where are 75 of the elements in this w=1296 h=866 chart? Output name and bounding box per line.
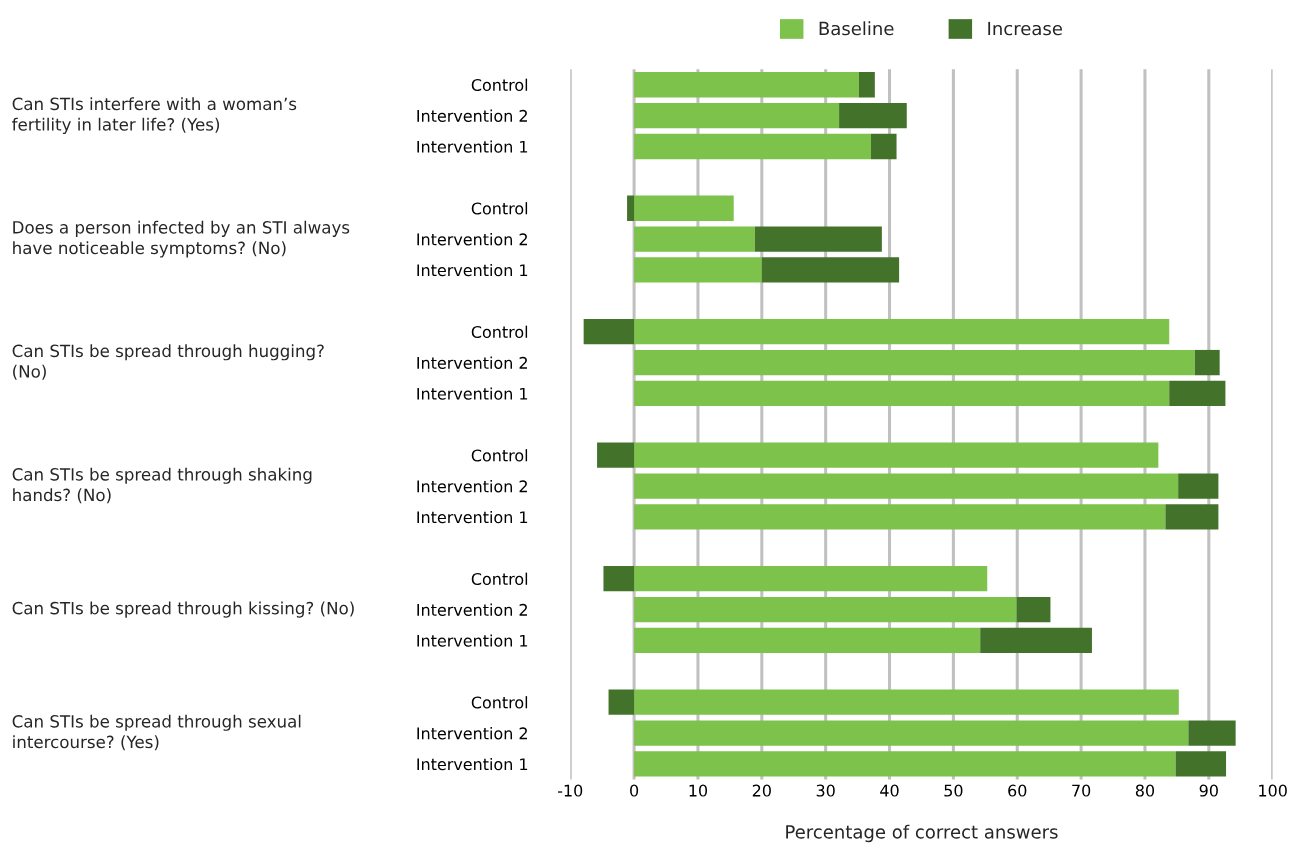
y-tick-label: Control — [471, 572, 528, 586]
y-tick-label: Intervention 2 — [417, 233, 527, 246]
x-tick-label: -10 — [557, 784, 583, 797]
bar — [1016, 596, 1051, 623]
x-tick-label: 100 — [1259, 784, 1287, 797]
bar — [634, 380, 1170, 407]
x-tick-label: 20 — [752, 784, 771, 797]
bar — [634, 596, 1017, 623]
y-tick-label: Intervention 2 — [417, 480, 527, 493]
bar — [1194, 349, 1220, 376]
bar — [634, 133, 872, 160]
y-tick-label: Intervention 2 — [417, 109, 527, 122]
bar — [634, 349, 1195, 376]
bar — [634, 627, 981, 654]
bar — [634, 566, 988, 592]
bar — [634, 102, 840, 129]
bar — [634, 257, 762, 283]
x-tick-label: 80 — [1135, 784, 1155, 797]
bar — [1169, 380, 1226, 407]
y-tick-label: Intervention 2 — [417, 356, 527, 369]
x-tick-label: 70 — [1072, 784, 1091, 797]
y-tick-label: Control — [471, 449, 528, 462]
legend-label: Baseline — [819, 21, 894, 36]
bar — [583, 319, 635, 345]
bar — [634, 226, 755, 252]
y-tick-label: Control — [471, 78, 528, 92]
y-tick-label: Intervention 1 — [417, 387, 528, 400]
y-tick-label: Control — [471, 325, 528, 339]
bar — [839, 102, 907, 129]
bar — [634, 504, 1166, 530]
bar — [634, 72, 859, 98]
text: Can STIs be spread through hugging? (No) — [12, 344, 324, 380]
bar — [634, 751, 1176, 777]
text: Can STIs be spread through shaking hands? (No) — [12, 467, 312, 504]
text: Can STIs be spread through sexual intercourse? (Yes) — [12, 714, 301, 751]
y-tick-label: Intervention 1 — [417, 510, 528, 524]
bar — [597, 442, 635, 468]
x-tick-label: 90 — [1199, 784, 1218, 797]
y-tick-label: Control — [471, 696, 528, 709]
bar — [858, 72, 875, 98]
bar — [1188, 720, 1236, 746]
legend-label: Increase — [988, 21, 1062, 36]
bar — [1175, 751, 1227, 777]
bar — [634, 473, 1179, 499]
x-tick-label: 60 — [1008, 784, 1027, 797]
x-tick-label: 0 — [630, 784, 639, 797]
bar — [608, 689, 635, 715]
text: Can STIs be spread through kissing? (No) — [12, 601, 354, 618]
y-tick-label: Intervention 1 — [417, 634, 528, 647]
bar — [871, 133, 897, 160]
bar — [1165, 504, 1219, 530]
x-tick-label: 10 — [689, 784, 708, 797]
bar — [634, 195, 734, 221]
bar — [1178, 473, 1219, 499]
x-tick-label: 30 — [816, 784, 835, 797]
y-tick-label: Intervention 1 — [417, 140, 528, 153]
bar — [634, 319, 1170, 345]
y-tick-label: Intervention 2 — [417, 603, 527, 616]
bar — [761, 257, 900, 283]
bar — [634, 720, 1189, 746]
bar — [634, 442, 1159, 468]
text: Can STIs interfere with a woman’s fertility in later life? (Yes) — [12, 97, 297, 134]
text: Does a person infected by an STI always have noticeable symptoms? (No) — [13, 220, 350, 258]
bar — [634, 689, 1179, 715]
bar — [627, 195, 635, 221]
y-tick-label: Control — [471, 202, 528, 215]
bar — [754, 226, 882, 252]
y-tick-label: Intervention 2 — [417, 727, 527, 740]
x-axis-title: Percentage of correct answers — [786, 824, 1058, 843]
x-tick-label: 40 — [880, 784, 899, 797]
x-tick-label: 50 — [944, 784, 963, 797]
y-tick-label: Intervention 1 — [417, 263, 528, 277]
y-tick-label: Intervention 1 — [417, 757, 528, 771]
bar — [980, 627, 1092, 654]
bar — [603, 566, 635, 592]
